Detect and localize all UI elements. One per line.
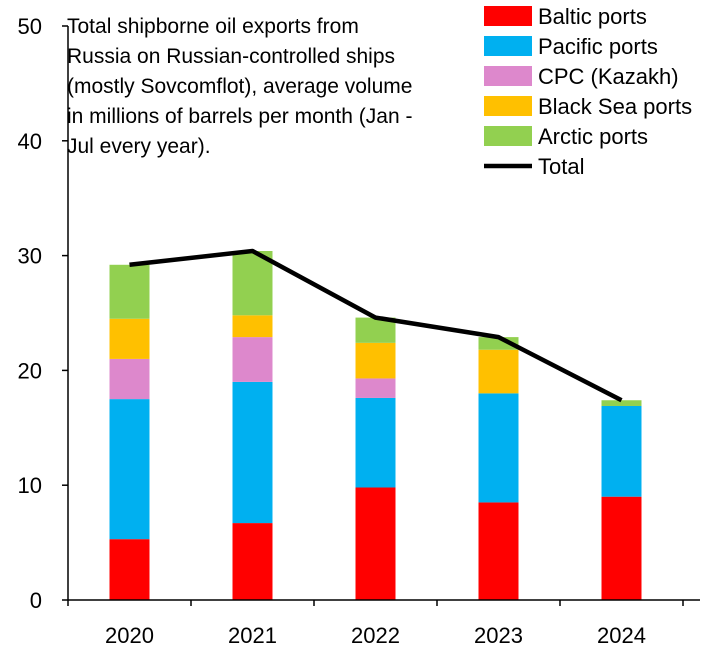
x-tick-label-2021: 2021: [228, 623, 277, 646]
legend-swatch-pacific-ports: [484, 36, 532, 56]
bar-segment-2024-baltic-ports: [602, 497, 642, 600]
y-tick-label-10: 10: [18, 473, 42, 498]
bar-segment-2022-cpc-kazakh-: [356, 378, 396, 398]
bar-segment-2023-pacific-ports: [479, 393, 519, 502]
bar-segment-2021-black-sea-ports: [233, 315, 273, 337]
chart-title-line-2: Russia on Russian-controlled ships: [67, 45, 395, 68]
bar-segment-2020-pacific-ports: [110, 399, 150, 539]
x-tick-label-2022: 2022: [351, 623, 400, 646]
legend-label-arctic-ports: Arctic ports: [538, 124, 648, 149]
bar-segment-2022-black-sea-ports: [356, 343, 396, 379]
bar-segment-2022-pacific-ports: [356, 398, 396, 488]
y-tick-label-40: 40: [18, 129, 42, 154]
x-tick-label-2023: 2023: [474, 623, 523, 646]
y-tick-label-0: 0: [30, 588, 42, 613]
bar-segment-2023-black-sea-ports: [479, 350, 519, 394]
legend-swatch-arctic-ports: [484, 126, 532, 146]
legend-label-cpc-kazakh-: CPC (Kazakh): [538, 64, 679, 89]
bar-segment-2020-black-sea-ports: [110, 319, 150, 359]
chart-title-line-3: (mostly Sovcomflot), average volume: [67, 75, 412, 98]
legend-swatch-black-sea-ports: [484, 96, 532, 116]
chart-title-line-4: in millions of barrels per month (Jan -: [67, 105, 412, 128]
bar-segment-2024-arctic-ports: [602, 400, 642, 406]
y-tick-label-30: 30: [18, 244, 42, 269]
bar-segment-2021-baltic-ports: [233, 523, 273, 600]
bar-segment-2023-baltic-ports: [479, 502, 519, 600]
y-tick-label-20: 20: [18, 358, 42, 383]
y-tick-label-50: 50: [18, 14, 42, 39]
bar-segment-2022-baltic-ports: [356, 487, 396, 600]
bar-segment-2020-baltic-ports: [110, 539, 150, 600]
x-tick-label-2020: 2020: [105, 623, 154, 646]
legend-label-black-sea-ports: Black Sea ports: [538, 94, 692, 119]
legend-label-total: Total: [538, 154, 584, 179]
legend-swatch-baltic-ports: [484, 6, 532, 26]
bar-segment-2020-arctic-ports: [110, 265, 150, 319]
bar-segment-2020-cpc-kazakh-: [110, 359, 150, 399]
bar-segment-2021-cpc-kazakh-: [233, 337, 273, 382]
legend-label-baltic-ports: Baltic ports: [538, 4, 647, 29]
chart-title-line-1: Total shipborne oil exports from: [67, 15, 359, 38]
legend: Baltic ports Pacific ports CPC (Kazakh) Bla…: [474, 0, 711, 182]
bar-segment-2024-pacific-ports: [602, 406, 642, 497]
bar-segment-2021-pacific-ports: [233, 382, 273, 523]
legend-swatch-cpc-kazakh-: [484, 66, 532, 86]
x-tick-label-2024: 2024: [597, 623, 646, 646]
bars-layer: [110, 251, 642, 600]
chart-title-line-5: Jul every year).: [67, 135, 211, 158]
chart-title: Total shipborne oil exports from Russia o…: [67, 15, 412, 158]
legend-label-pacific-ports: Pacific ports: [538, 34, 658, 59]
